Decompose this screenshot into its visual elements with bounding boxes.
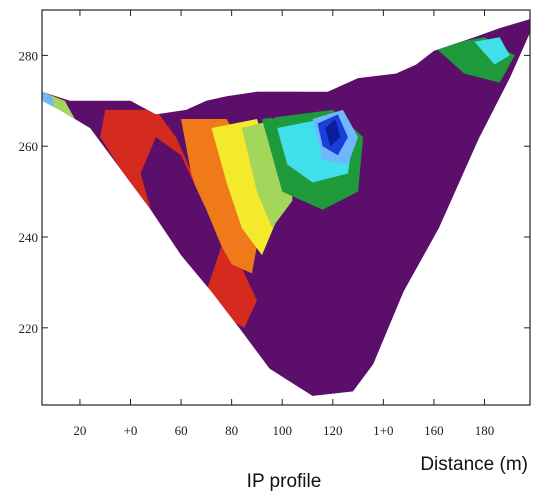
x-tick-label-8: 180 — [475, 423, 495, 438]
x-tick-label-5: 120 — [323, 423, 343, 438]
y-tick-label-1: 240 — [19, 230, 39, 245]
plot-frame — [41, 9, 531, 406]
anomaly-layer — [42, 37, 515, 396]
x-axis-ticks: 20 +0 60 80 100 120 1+0 160 180 — [73, 10, 494, 438]
x-tick-label-2: 60 — [175, 423, 188, 438]
x-tick-label-6: 1+0 — [373, 423, 393, 438]
figure-caption: IP profile — [247, 471, 322, 492]
x-tick-label-7: 160 — [424, 423, 444, 438]
x-tick-label-3: 80 — [225, 423, 238, 438]
x-tick-label-4: 100 — [272, 423, 292, 438]
y-tick-label-3: 280 — [19, 48, 39, 63]
y-axis-ticks: 220 240 260 280 — [19, 48, 530, 336]
anomaly-contour-cyan-13 — [474, 37, 510, 65]
x-axis-title: Distance (m) — [420, 454, 528, 475]
x-tick-label-0: 20 — [73, 423, 86, 438]
y-tick-label-2: 260 — [19, 139, 39, 154]
anomaly-contour-darkblue-8 — [325, 118, 341, 147]
y-tick-label-0: 220 — [19, 321, 39, 336]
anomaly-contour-purple-11 — [140, 137, 222, 292]
x-tick-label-1: +0 — [124, 423, 138, 438]
anomaly-contour-purple-10 — [267, 50, 495, 396]
anomaly-contour-purple-9 — [256, 91, 303, 119]
